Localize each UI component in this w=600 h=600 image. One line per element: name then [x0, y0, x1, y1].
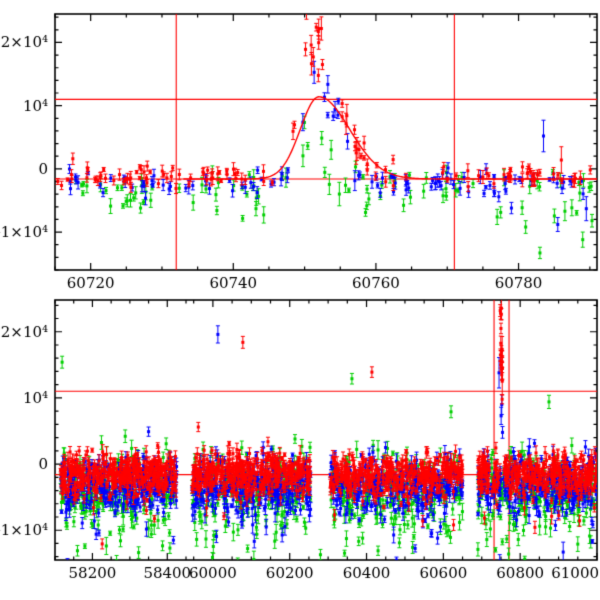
- light-curve-figure: [0, 0, 600, 600]
- flux-vs-mjd-plot-canvas: [0, 0, 600, 600]
